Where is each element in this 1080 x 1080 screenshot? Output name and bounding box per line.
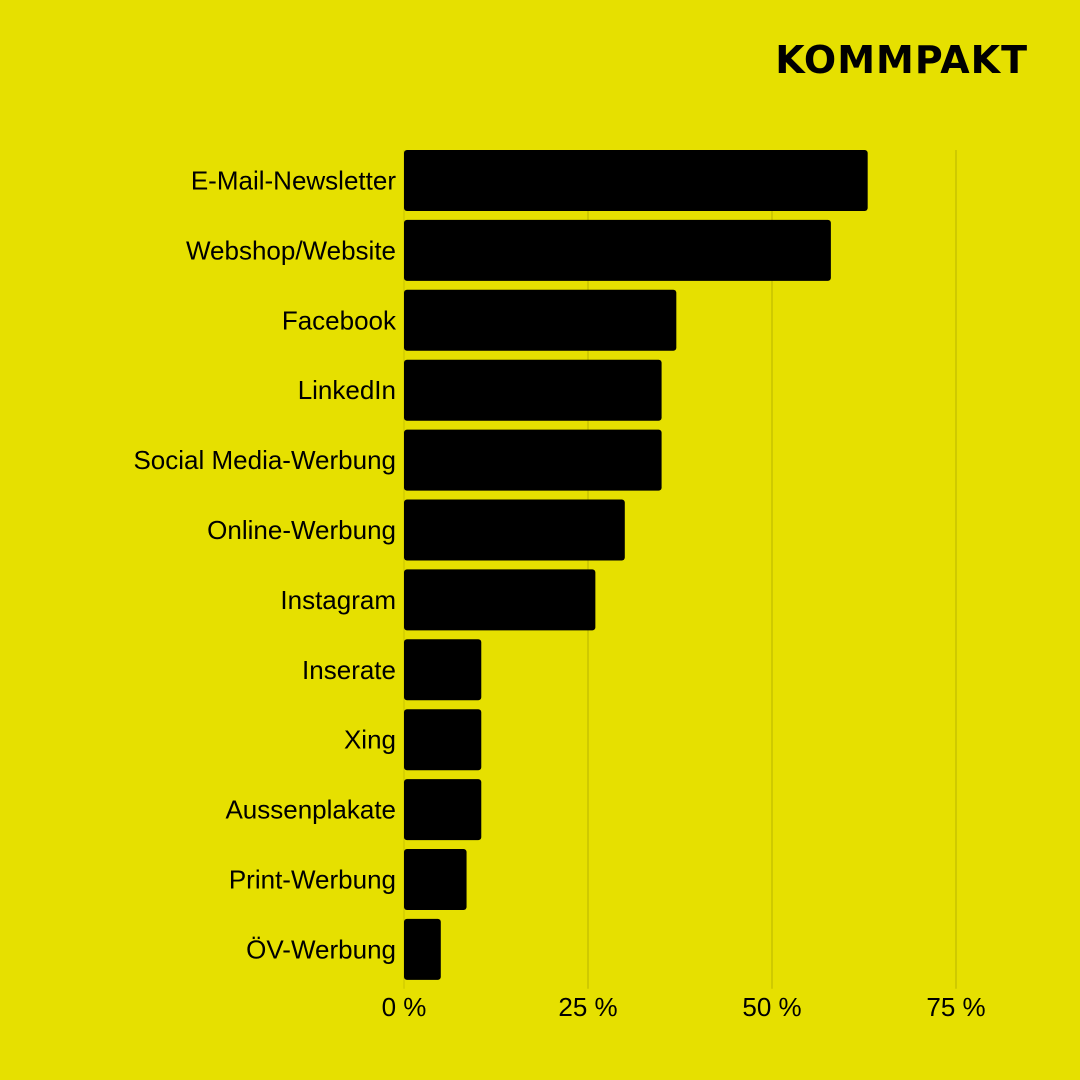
bar-6 — [404, 569, 596, 631]
category-labels: E-Mail-Newsletter Webshop/Website Facebook… — [133, 166, 397, 965]
category-label: Online-Werbung — [207, 515, 396, 545]
x-tick-label: 25 % — [558, 992, 617, 1022]
bar-4 — [404, 429, 662, 491]
x-tick-label: 50 % — [742, 992, 801, 1022]
category-label: Webshop/Website — [186, 235, 396, 265]
bar-7 — [404, 639, 482, 701]
brand-logo: KOMMPAKT — [775, 38, 1028, 82]
bar-9 — [404, 779, 482, 841]
bar-3 — [404, 359, 662, 421]
x-tick-label: 75 % — [926, 992, 985, 1022]
bar-1 — [404, 219, 831, 281]
x-tick-label: 0 % — [382, 992, 427, 1022]
category-label: Inserate — [302, 655, 396, 685]
bar-2 — [404, 289, 677, 351]
category-label: Aussenplakate — [225, 795, 396, 825]
category-label: E-Mail-Newsletter — [191, 166, 396, 196]
bar-8 — [404, 709, 482, 771]
category-label: Print-Werbung — [229, 865, 396, 895]
x-tick-labels: 0 % 25 % 50 % 75 % — [382, 992, 986, 1022]
bar-0 — [404, 150, 868, 211]
category-label: Facebook — [282, 305, 397, 335]
category-label: Xing — [344, 725, 396, 755]
category-label: Instagram — [280, 585, 396, 615]
bar-5 — [404, 499, 625, 561]
category-label: Social Media-Werbung — [133, 445, 396, 475]
bar-10 — [404, 849, 467, 910]
bars — [404, 150, 868, 980]
category-label: LinkedIn — [298, 375, 396, 405]
bar-11 — [404, 918, 441, 980]
category-label: ÖV-Werbung — [246, 934, 396, 964]
